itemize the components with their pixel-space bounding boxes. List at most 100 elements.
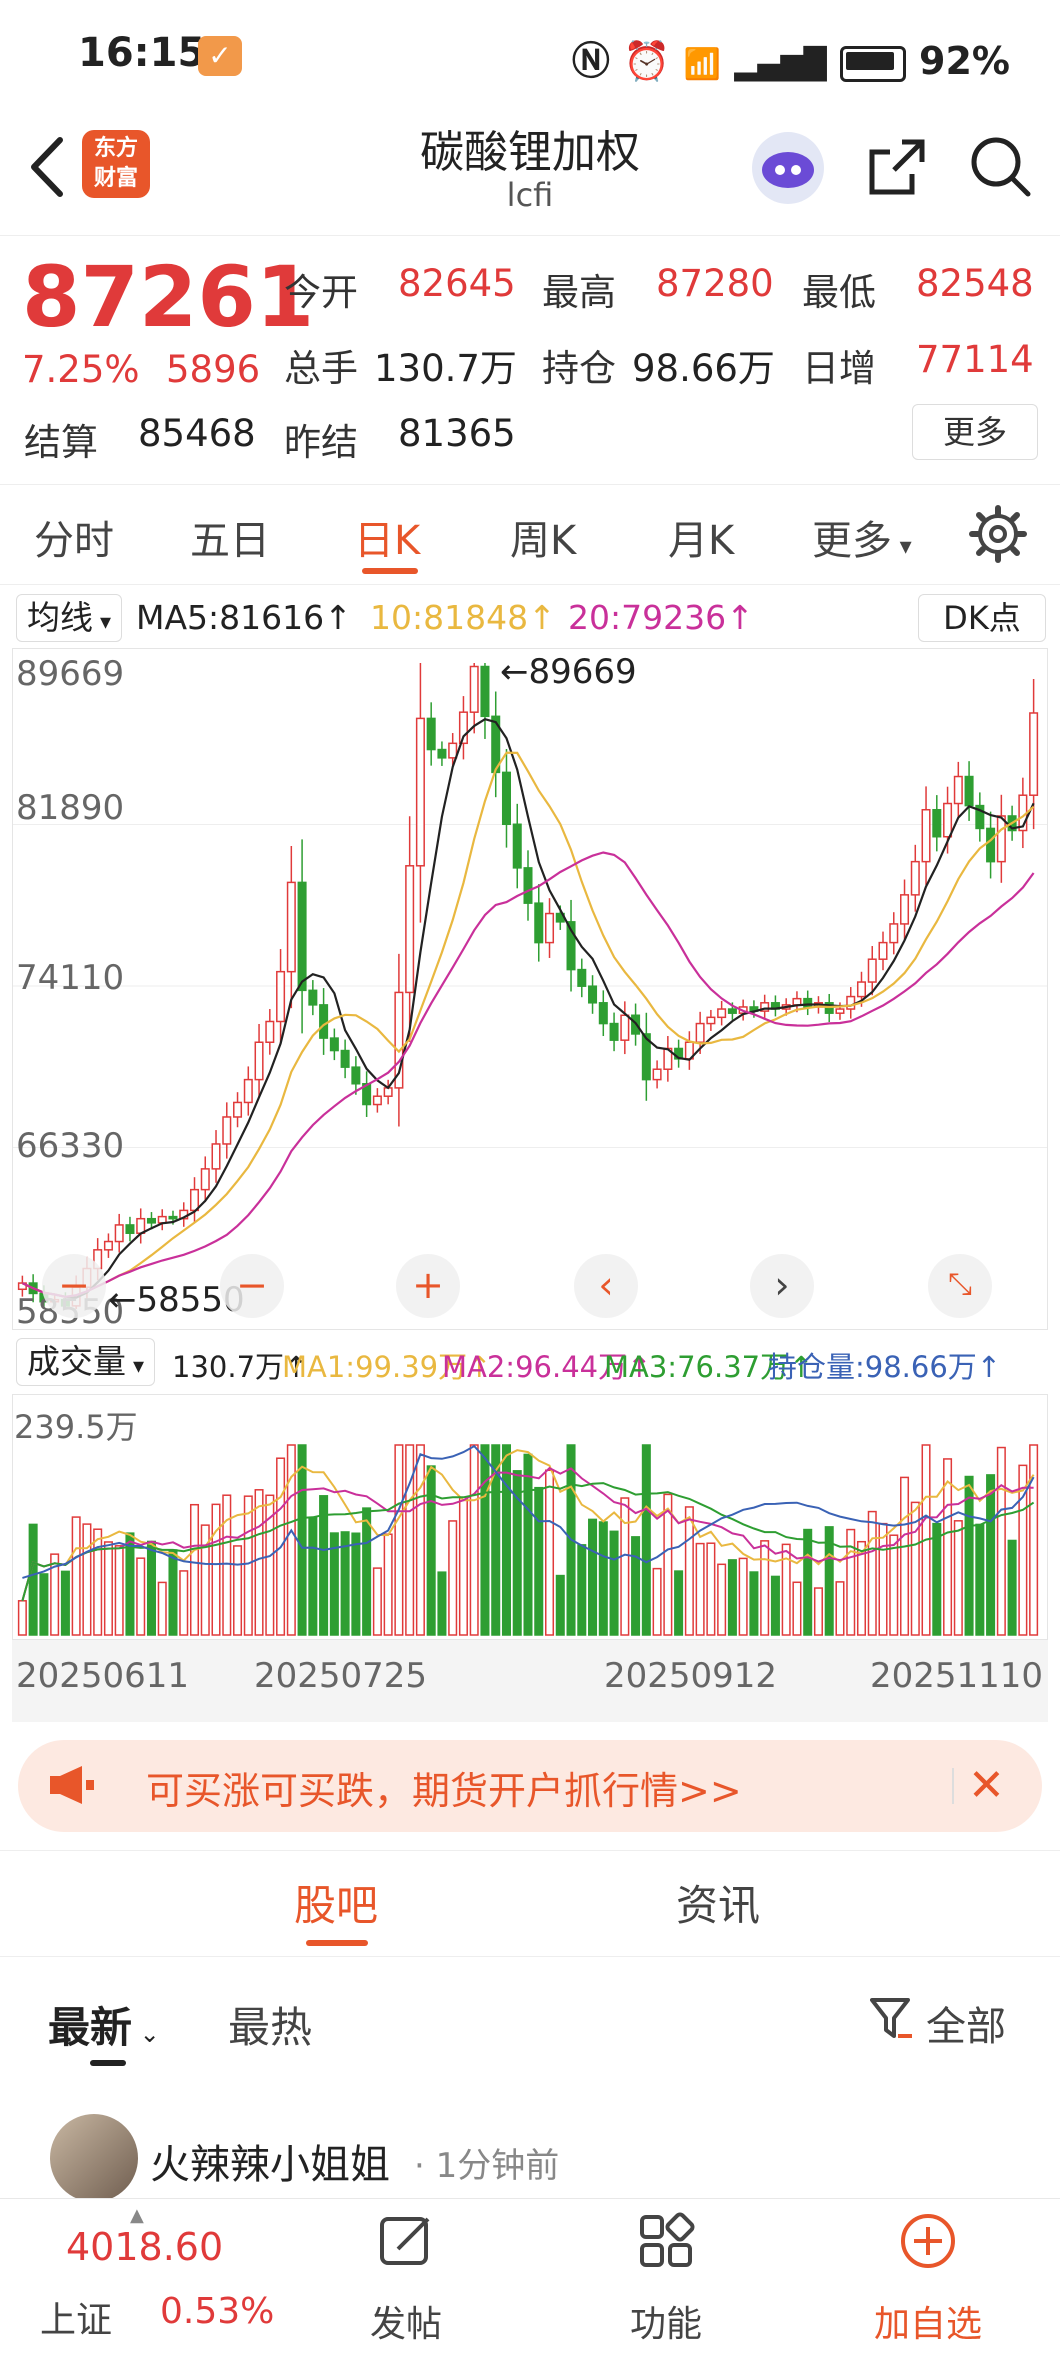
fullscreen-icon[interactable]: ⤡ [928,1254,992,1318]
ma-selector[interactable]: 均线 ▾ [16,594,123,642]
post-username[interactable]: 火辣辣小姐姐 [150,2142,390,2188]
volume-bar [319,1495,329,1636]
promo-banner[interactable]: 可买涨可买跌，期货开户抓行情>> ✕ [18,1740,1042,1832]
page-title: 碳酸锂加权 [420,127,640,178]
scroll-left-button[interactable]: ‹ [574,1254,638,1318]
back-icon[interactable] [22,132,72,202]
divider [0,584,1060,585]
zoom-out-button[interactable]: − [42,1254,106,1318]
volume-bar [674,1570,684,1636]
candle-body [276,970,286,1023]
volume-bar [964,1475,974,1636]
ma1-legend: MA1:99.39万↑ [282,1350,492,1384]
low-value: 82548 [916,262,1034,305]
candle-body [211,1143,221,1170]
volume-bar [308,1516,318,1636]
tab-more[interactable]: 更多 ▾ [812,518,912,564]
tab-intraday[interactable]: 分时 [34,518,114,564]
candle-body [523,867,533,904]
ma20-line [21,851,1035,1298]
candle-body [996,815,1006,863]
open-interest-line [22,1444,1035,1579]
close-icon[interactable]: ✕ [968,1760,1005,1811]
add-watchlist-button[interactable]: 加自选 [828,2211,1028,2371]
post-button[interactable]: 发帖 [306,2211,506,2371]
candle-body [760,1002,770,1012]
more-quote-button[interactable]: 更多 [912,404,1038,460]
avatar[interactable] [50,2114,138,2202]
filter-all[interactable]: 全部 [926,2004,1006,2050]
status-time: 16:15 [78,30,206,76]
volume-selector[interactable]: 成交量 ▾ [16,1338,156,1386]
dk-point-button[interactable]: DK点 [918,594,1046,642]
volume-bar [329,1532,339,1636]
tab-forum[interactable]: 股吧 [294,1881,379,1930]
volume-bar [448,1520,458,1636]
tab-monthly-k[interactable]: 月K [668,518,735,564]
filter-icon[interactable] [870,1996,914,2046]
candle-body [846,995,856,1010]
candle-body [308,989,318,1006]
volume-bar [846,1528,856,1636]
tab-weekly-k[interactable]: 周K [510,518,577,564]
volume-bar [17,1600,27,1636]
candle-body [437,748,447,759]
ma5-line [21,718,1035,1299]
volume-bar [588,1518,598,1636]
candle-body [910,860,920,896]
candle-body [975,804,985,830]
volume-bar [577,1544,587,1636]
function-button[interactable]: 功能 [566,2211,766,2371]
bottom-nav: 4018.60 ▲ 上证 0.53% 发帖 功能 加自选 [0,2198,1060,2377]
sort-latest[interactable]: 最新 ⌄ [48,2003,160,2052]
share-icon[interactable] [862,132,932,202]
tab-daily-k[interactable]: 日K [354,518,421,564]
low-label: 最低 [802,271,876,314]
volume-bar [781,1543,791,1636]
volume-bar [975,1523,985,1636]
tab-news[interactable]: 资讯 [676,1881,761,1930]
zoom-in-button[interactable]: + [396,1254,460,1318]
assistant-avatar-icon[interactable] [752,132,824,204]
index-value[interactable]: 4018.60 [66,2225,224,2269]
candle-body [598,1002,608,1025]
ma20-legend: 20:79236↑ [568,598,754,637]
candle-body [512,823,522,869]
candle-body [588,985,598,1004]
sort-hot[interactable]: 最热 [228,2003,313,2052]
scroll-right-button[interactable]: › [750,1254,814,1318]
tab-five-day[interactable]: 五日 [190,518,270,564]
volume-bar [835,1581,845,1636]
candle-body [351,1066,361,1085]
candle-body [114,1224,124,1243]
candle-body [458,711,468,745]
prev-settle-label: 昨结 [284,421,358,464]
volume-chart[interactable] [12,1394,1048,1640]
candle-body [254,1041,264,1081]
vol-ma2-line [21,1466,1034,1602]
search-icon[interactable] [966,132,1036,202]
candle-body [889,923,899,944]
zoom-out-button-2[interactable]: − [220,1254,284,1318]
open-value: 82645 [398,262,516,305]
index-name: 上证 [40,2300,113,2341]
volume-bar [71,1516,81,1636]
daily-inc-label: 日增 [802,347,876,390]
volume-bar [114,1545,124,1636]
volume-bar [157,1581,167,1636]
volume-bar [641,1444,651,1636]
volume-bar [243,1495,253,1636]
candle-body [168,1215,178,1220]
candle-body [362,1083,372,1106]
volume-bar [523,1453,533,1636]
candle-body [727,1008,737,1014]
settings-gear-icon[interactable] [968,504,1028,564]
candle-body [921,808,931,863]
volume-bar [534,1486,544,1636]
kline-chart[interactable] [12,648,1048,1330]
volume-bar [491,1444,501,1636]
candle-body [545,912,555,944]
volume-bar [82,1523,92,1636]
candle-body [233,1101,243,1118]
status-right: Ⓝ ⏰ 📶 ▂▄▆█ 92% [572,30,1010,85]
